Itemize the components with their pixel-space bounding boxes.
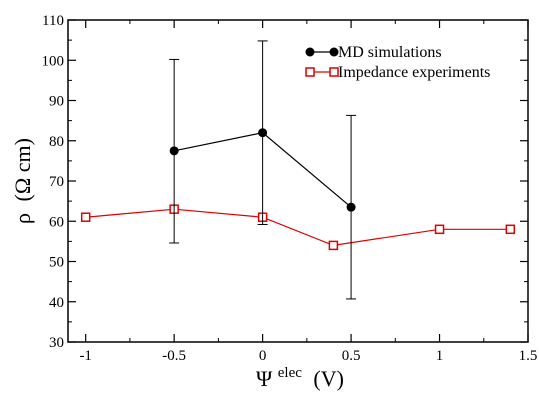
x-tick-label: 0 [259, 348, 267, 364]
x-tick-label: -0.5 [162, 348, 186, 364]
legend-label-md: MD simulations [338, 44, 442, 61]
data-point [258, 128, 268, 138]
x-axis-superscript: elec [278, 365, 302, 381]
legend-marker-md-left [305, 47, 315, 57]
x-tick-label: 1.5 [519, 348, 538, 364]
series-impedance-experiments [80, 204, 516, 251]
legend-label-impedance: Impedance experiments [338, 64, 490, 81]
y-tick-label: 30 [49, 335, 64, 351]
tick-labels: -1 -0.5 0 0.5 1 1.5 30 40 50 60 70 80 90 100 110 [42, 13, 538, 364]
data-point [80, 212, 91, 222]
y-tick-label: 100 [42, 53, 65, 69]
y-tick-label: 110 [42, 13, 64, 29]
legend-marker-impedance-right [329, 67, 339, 77]
data-point [169, 146, 179, 156]
ticks [68, 19, 529, 343]
series-line [85, 208, 511, 247]
data-point [328, 240, 339, 251]
series-md-simulations [169, 40, 357, 300]
x-axis-unit: (V) [313, 366, 344, 391]
data-point [346, 202, 356, 212]
x-tick-label: 0.5 [342, 348, 361, 364]
legend-entry-impedance: Impedance experiments [305, 64, 490, 81]
x-tick-label: -1 [79, 348, 92, 364]
y-tick-label: 50 [49, 255, 64, 271]
y-axis-unit: (Ω cm) [10, 138, 35, 201]
y-tick-label: 70 [49, 174, 64, 190]
data-point [434, 224, 445, 235]
y-tick-label: 80 [49, 134, 64, 150]
series-layer [80, 40, 516, 300]
legend-marker-md-right [329, 47, 339, 57]
y-axis-title: ρ (Ω cm) [10, 138, 35, 224]
svg-text:ρ (Ω cm): ρ (Ω cm) [10, 138, 35, 224]
y-tick-label: 60 [49, 214, 64, 230]
y-axis-symbol: ρ [10, 213, 35, 224]
data-point [505, 224, 516, 235]
svg-text:Ψ elec (V): Ψ elec (V) [256, 357, 344, 391]
y-tick-label: 40 [49, 295, 64, 311]
x-axis-title: Ψ elec (V) [256, 357, 344, 391]
legend: MD simulations Impedance experiments [305, 44, 490, 81]
x-axis-symbol: Ψ [256, 366, 273, 391]
x-tick-label: 1 [436, 348, 444, 364]
legend-entry-md: MD simulations [305, 44, 442, 61]
legend-marker-impedance-left [305, 67, 315, 77]
y-tick-label: 90 [49, 94, 64, 110]
